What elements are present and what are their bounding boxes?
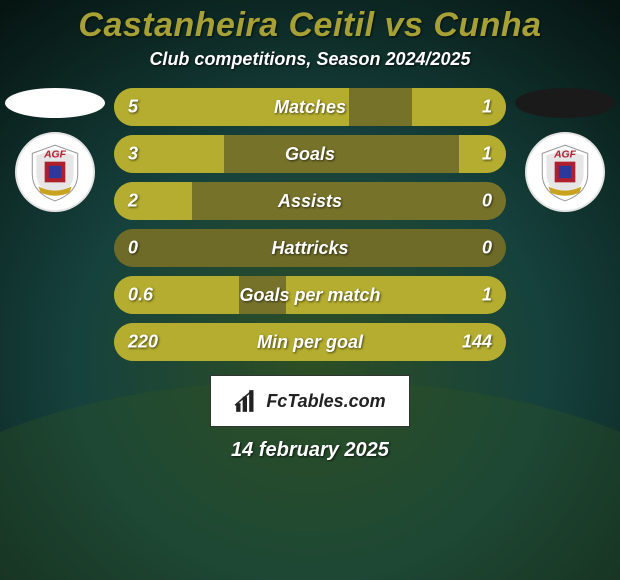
stat-bar: Matches51 bbox=[114, 88, 506, 126]
comparison-row: AGF Matches51Goals31Assists20Hattricks00… bbox=[0, 88, 620, 361]
bar-value-right: 0 bbox=[482, 238, 492, 259]
right-shadow-ellipse bbox=[515, 88, 615, 118]
left-club-badge: AGF bbox=[15, 132, 95, 212]
bar-fill-left bbox=[114, 276, 239, 314]
left-shadow-ellipse bbox=[5, 88, 105, 118]
right-club-badge: AGF bbox=[525, 132, 605, 212]
stat-bar: Hattricks0 0 bbox=[114, 229, 506, 267]
bar-fill-right bbox=[412, 88, 506, 126]
subtitle: Club competitions, Season 2024/2025 bbox=[0, 49, 620, 70]
stat-bar: Goals31 bbox=[114, 135, 506, 173]
bar-value-left: 0 bbox=[128, 238, 138, 259]
bars-icon bbox=[234, 388, 260, 414]
bar-fill-right bbox=[255, 323, 506, 361]
page-title: Castanheira Ceitil vs Cunha bbox=[0, 6, 620, 45]
bar-label: Hattricks bbox=[114, 238, 506, 259]
player-right-side: AGF bbox=[514, 88, 616, 212]
stat-bar: Min per goal220144 bbox=[114, 323, 506, 361]
stat-bars: Matches51Goals31Assists20Hattricks00Goal… bbox=[114, 88, 506, 361]
svg-text:AGF: AGF bbox=[553, 150, 576, 161]
bar-fill-right bbox=[459, 135, 506, 173]
stat-bar: Assists20 bbox=[114, 182, 506, 220]
bar-fill-left bbox=[114, 88, 349, 126]
bar-fill-left bbox=[114, 182, 192, 220]
footer-date: 14 february 2025 bbox=[0, 439, 620, 462]
bar-fill-left bbox=[114, 135, 224, 173]
watermark-box: FcTables.com bbox=[210, 375, 410, 427]
player-left-side: AGF bbox=[4, 88, 106, 212]
watermark-text: FcTables.com bbox=[266, 391, 385, 412]
bar-fill-right bbox=[286, 276, 506, 314]
svg-text:AGF: AGF bbox=[43, 150, 66, 161]
bar-value-right: 0 bbox=[482, 191, 492, 212]
stat-bar: Goals per match0.61 bbox=[114, 276, 506, 314]
